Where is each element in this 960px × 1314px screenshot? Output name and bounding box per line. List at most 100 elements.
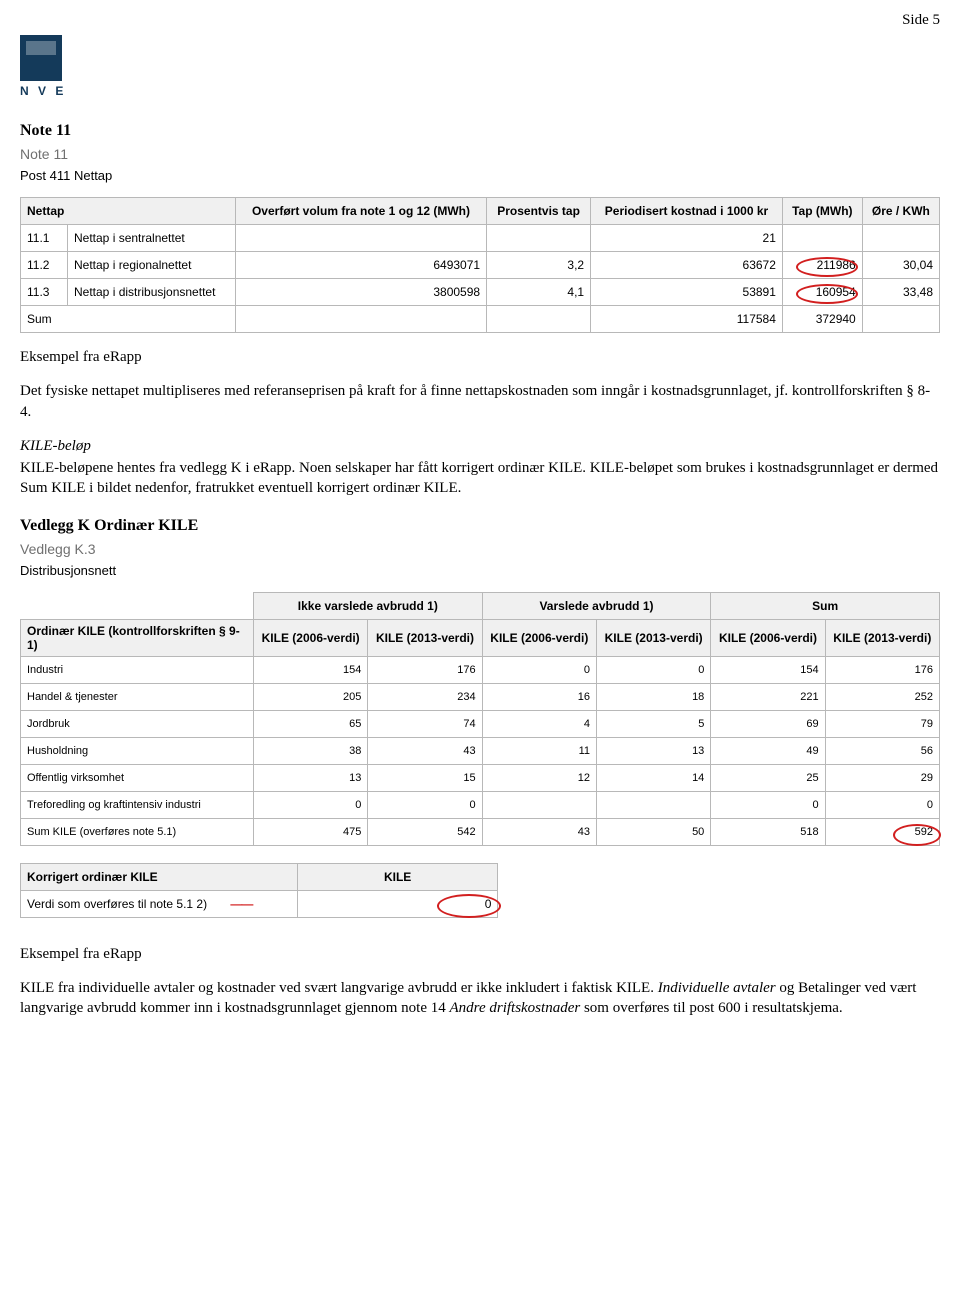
vedlegg-grey: Vedlegg K.3: [20, 541, 940, 557]
korrigert-header: Korrigert ordinær KILE: [21, 863, 298, 890]
cell: [487, 306, 591, 333]
bottom-eksempel: Eksempel fra eRapp: [20, 944, 940, 964]
table-row: Industri 154 176 0 0 154 176: [21, 656, 940, 683]
cell: 29: [825, 764, 939, 791]
cell: 13: [254, 764, 368, 791]
cell: 25: [711, 764, 825, 791]
text-italic: Andre driftskostnader: [450, 1000, 581, 1016]
cell: 117584: [591, 306, 783, 333]
cell: 542: [368, 818, 482, 845]
cell: [482, 791, 596, 818]
cell: 15: [368, 764, 482, 791]
cell: 11.2: [21, 252, 68, 279]
cell: Nettap i sentralnettet: [68, 225, 236, 252]
cell: [235, 306, 486, 333]
th-ordinaer: Ordinær KILE (kontrollforskriften § 9-1): [21, 619, 254, 656]
red-dash-icon: ——: [230, 897, 252, 911]
table-row: 11.3 Nettap i distribusjonsnettet 380059…: [21, 279, 940, 306]
cell: 49: [711, 737, 825, 764]
table-row: Verdi som overføres til note 5.1 2) —— 0: [21, 890, 498, 917]
vedlegg-title: Vedlegg K Ordinær KILE: [20, 517, 940, 535]
cell: 6493071: [235, 252, 486, 279]
cell: 11.3: [21, 279, 68, 306]
cell: 11: [482, 737, 596, 764]
cell: 0: [297, 890, 498, 917]
cell: Industri: [21, 656, 254, 683]
cell: 74: [368, 710, 482, 737]
cell: 176: [368, 656, 482, 683]
cell: [596, 791, 710, 818]
table-row: Jordbruk 65 74 4 5 69 79: [21, 710, 940, 737]
cell: 65: [254, 710, 368, 737]
note-title: Note 11: [20, 122, 940, 140]
logo-text: N V E: [20, 84, 66, 98]
th-sub: KILE (2013-verdi): [825, 619, 939, 656]
table-row: Handel & tjenester 205 234 16 18 221 252: [21, 683, 940, 710]
th-tap: Tap (MWh): [782, 198, 862, 225]
cell: 176: [825, 656, 939, 683]
korrigert-row-label: Verdi som overføres til note 5.1 2): [27, 897, 207, 911]
note-grey-label: Note 11: [20, 146, 940, 162]
cell: 33,48: [862, 279, 939, 306]
text: som overføres til post 600 i resultatskj…: [580, 1000, 842, 1016]
cell: 30,04: [862, 252, 939, 279]
cell: 4,1: [487, 279, 591, 306]
cell: Handel & tjenester: [21, 683, 254, 710]
cell: 21: [591, 225, 783, 252]
th-sub: KILE (2013-verdi): [368, 619, 482, 656]
eksempel-label: Eksempel fra eRapp: [20, 347, 940, 367]
table-row: 11.1 Nettap i sentralnettet 21: [21, 225, 940, 252]
cell: 592: [825, 818, 939, 845]
cell: Offentlig virksomhet: [21, 764, 254, 791]
cell: [862, 306, 939, 333]
cell: 16: [482, 683, 596, 710]
cell: [487, 225, 591, 252]
table-row: Husholdning 38 43 11 13 49 56: [21, 737, 940, 764]
th-varslede: Varslede avbrudd 1): [482, 592, 711, 619]
th-nettap: Nettap: [21, 198, 236, 225]
cell-value: 160954: [816, 285, 856, 299]
cell: 5: [596, 710, 710, 737]
korrigert-col: KILE: [297, 863, 498, 890]
cell: [235, 225, 486, 252]
main-paragraph: Det fysiske nettapet multipliseres med r…: [20, 381, 940, 422]
cell-value: 592: [915, 826, 933, 838]
cell: [782, 225, 862, 252]
table-row: Offentlig virksomhet 13 15 12 14 25 29: [21, 764, 940, 791]
cell: Nettap i regionalnettet: [68, 252, 236, 279]
cell: 154: [254, 656, 368, 683]
th-sub: KILE (2006-verdi): [482, 619, 596, 656]
th-sub: KILE (2013-verdi): [596, 619, 710, 656]
cell: 234: [368, 683, 482, 710]
cell: 3800598: [235, 279, 486, 306]
cell: 43: [482, 818, 596, 845]
cell: 0: [368, 791, 482, 818]
cell: [862, 225, 939, 252]
red-circle-icon: [437, 894, 501, 918]
bottom-paragraph: KILE fra individuelle avtaler og kostnad…: [20, 978, 940, 1019]
cell: 154: [711, 656, 825, 683]
cell: 63672: [591, 252, 783, 279]
nettap-table-wrap: Nettap Overført volum fra note 1 og 12 (…: [20, 197, 940, 333]
cell: 160954: [782, 279, 862, 306]
cell: 4: [482, 710, 596, 737]
cell: 372940: [782, 306, 862, 333]
th-ore: Øre / KWh: [862, 198, 939, 225]
table-row: Sum 117584 372940: [21, 306, 940, 333]
cell: 11.1: [21, 225, 68, 252]
cell: 43: [368, 737, 482, 764]
kile-paragraph: KILE-beløpene hentes fra vedlegg K i eRa…: [20, 458, 940, 499]
korrigert-table: Korrigert ordinær KILE KILE Verdi som ov…: [20, 863, 498, 918]
table-row: Treforedling og kraftintensiv industri 0…: [21, 791, 940, 818]
th-ikke-varslede: Ikke varslede avbrudd 1): [254, 592, 483, 619]
cell: 14: [596, 764, 710, 791]
th-prosent: Prosentvis tap: [487, 198, 591, 225]
cell: 0: [825, 791, 939, 818]
th-overfort: Overført volum fra note 1 og 12 (MWh): [235, 198, 486, 225]
cell: Nettap i distribusjonsnettet: [68, 279, 236, 306]
cell: 56: [825, 737, 939, 764]
kile-heading: KILE-beløp: [20, 436, 940, 456]
table-row: 11.2 Nettap i regionalnettet 6493071 3,2…: [21, 252, 940, 279]
cell: Jordbruk: [21, 710, 254, 737]
cell: 0: [254, 791, 368, 818]
